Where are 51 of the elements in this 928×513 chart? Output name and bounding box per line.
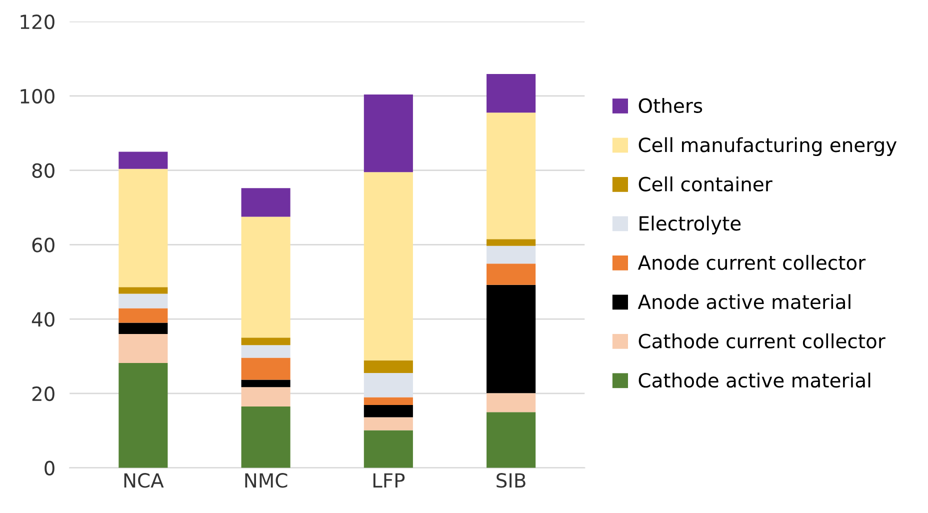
bar	[486, 393, 536, 412]
bar	[118, 168, 168, 288]
bar	[241, 188, 290, 217]
y-tick-label: 120	[20, 14, 54, 30]
y-tick-label: 0	[44, 460, 54, 476]
legend-label: Cell manufacturing energy	[638, 137, 897, 156]
bar	[364, 373, 413, 398]
legend-label: Anode current collector	[638, 254, 866, 270]
legend-label: Cathode active material	[638, 372, 870, 388]
x-tick-label: LFP	[373, 473, 405, 488]
bar	[364, 405, 413, 418]
bar	[486, 112, 536, 240]
bar	[241, 380, 290, 388]
bar	[241, 387, 290, 406]
bar	[118, 308, 168, 323]
legend-label: Cell container	[638, 176, 772, 192]
bar	[118, 294, 168, 308]
bar	[486, 246, 536, 264]
x-tick-label: NMC	[245, 473, 288, 488]
bar	[118, 362, 168, 468]
y-tick-label: 100	[20, 88, 54, 104]
legend-label: Anode active material	[638, 294, 850, 310]
bar	[364, 94, 413, 172]
y-tick-label: 60	[32, 238, 54, 252]
bar	[118, 287, 168, 294]
bar	[118, 334, 168, 363]
bar	[241, 216, 290, 338]
bar	[118, 322, 168, 334]
bar	[486, 264, 536, 285]
bar	[486, 239, 536, 246]
bar	[241, 358, 290, 380]
legend-label: Cathode current collector	[638, 333, 886, 348]
bar	[364, 172, 413, 360]
bar	[486, 74, 536, 113]
y-tick-label: 20	[32, 386, 54, 402]
y-tick-label: 80	[32, 163, 54, 178]
bar	[241, 338, 290, 346]
bar	[486, 284, 536, 394]
bar	[241, 406, 290, 468]
bar	[486, 412, 536, 468]
y-tick-label: 40	[32, 312, 54, 327]
bar	[364, 397, 413, 405]
bar	[364, 360, 413, 374]
x-tick-label: SIB	[496, 473, 526, 488]
bar	[364, 417, 413, 430]
bar	[364, 430, 413, 468]
bar	[241, 345, 290, 358]
bar	[118, 152, 168, 169]
legend-label: Electrolyte	[640, 216, 741, 234]
x-tick-label: NCA	[124, 473, 164, 488]
legend-label: Others	[638, 98, 702, 114]
